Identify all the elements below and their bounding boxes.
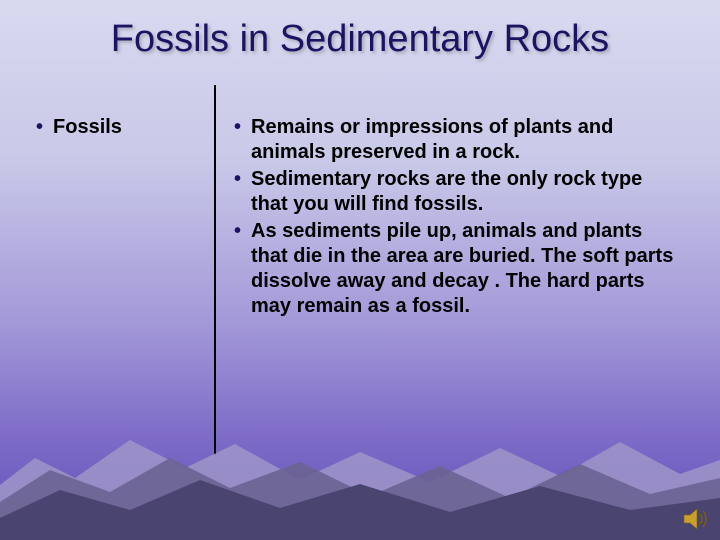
- list-item: • Fossils: [36, 115, 200, 140]
- sound-icon[interactable]: [682, 508, 710, 530]
- bullet-text: As sediments pile up, animals and plants…: [251, 219, 684, 319]
- content-area: • Fossils • Remains or impressions of pl…: [36, 115, 684, 455]
- slide: Fossils in Sedimentary Rocks • Fossils •…: [0, 0, 720, 540]
- left-list: • Fossils: [36, 115, 200, 140]
- bullet-dot: •: [234, 167, 241, 217]
- bullet-text: Remains or impressions of plants and ani…: [251, 115, 684, 165]
- bullet-dot: •: [234, 219, 241, 319]
- bullet-dot: •: [234, 115, 241, 165]
- bullet-text: Sedimentary rocks are the only rock type…: [251, 167, 684, 217]
- list-item: • Remains or impressions of plants and a…: [234, 115, 684, 165]
- list-item: • As sediments pile up, animals and plan…: [234, 219, 684, 319]
- bullet-text: Fossils: [53, 115, 122, 140]
- list-item: • Sedimentary rocks are the only rock ty…: [234, 167, 684, 217]
- slide-title: Fossils in Sedimentary Rocks: [0, 18, 720, 61]
- right-list: • Remains or impressions of plants and a…: [234, 115, 684, 319]
- right-column: • Remains or impressions of plants and a…: [216, 115, 684, 455]
- left-column: • Fossils: [36, 115, 214, 455]
- bullet-dot: •: [36, 115, 43, 140]
